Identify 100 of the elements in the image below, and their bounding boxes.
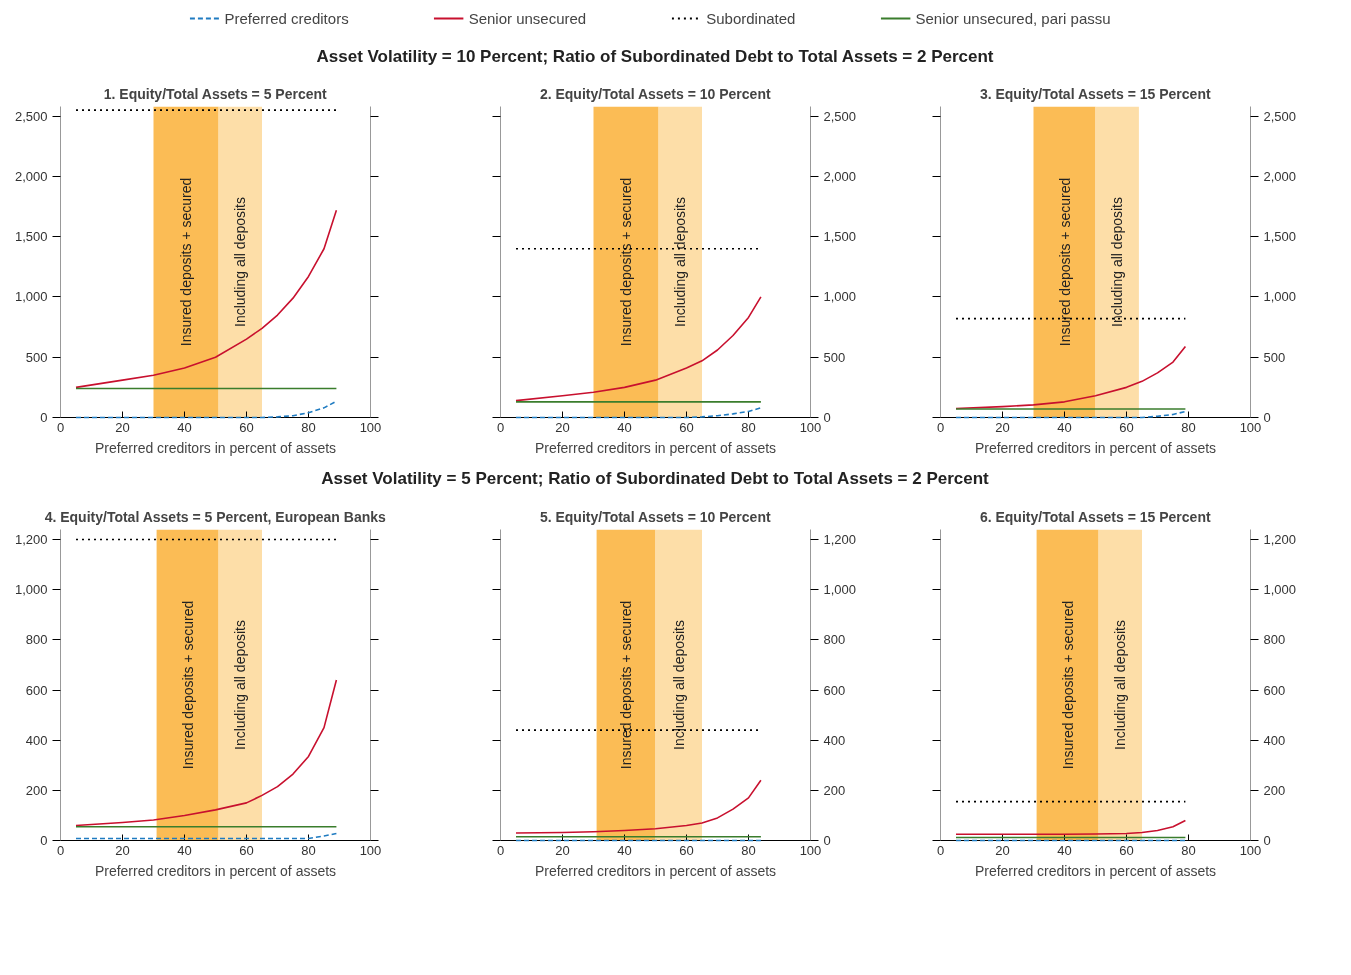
x-tick-label: 60 xyxy=(239,419,254,435)
line-series xyxy=(955,410,1187,419)
y2-tick-label: 1,000 xyxy=(1263,581,1297,597)
x-tick-label: 60 xyxy=(679,842,694,858)
x-tick-label: 80 xyxy=(741,419,756,435)
x-tick-label: 40 xyxy=(617,842,632,858)
band-label: Including all deposits xyxy=(1112,619,1129,750)
x-tick-label: 40 xyxy=(1057,419,1072,435)
y-tick-label: 1,000 xyxy=(14,289,48,305)
x-tick-label: 40 xyxy=(177,842,192,858)
line-series xyxy=(955,819,1187,835)
x-tick-label: 20 xyxy=(995,842,1010,858)
y-tick-label: 2,000 xyxy=(14,169,48,185)
y-tick-label: 2,500 xyxy=(14,108,48,124)
chart-title: 1. Equity/Total Assets = 5 Percent xyxy=(103,85,328,102)
y2-tick-label: 500 xyxy=(1263,350,1286,366)
x-tick-label: 100 xyxy=(359,842,382,858)
legend-label: Preferred creditors xyxy=(224,9,349,27)
y2-tick-label: 0 xyxy=(823,832,831,848)
line-series xyxy=(515,407,762,419)
band-label: Including all deposits xyxy=(672,197,689,328)
x-tick-label: 40 xyxy=(177,419,192,435)
x-tick-label: 0 xyxy=(56,842,65,858)
legend-label: Subordinated xyxy=(706,9,796,27)
x-tick-label: 100 xyxy=(799,842,822,858)
y2-tick-label: 0 xyxy=(1263,832,1271,848)
line-series xyxy=(515,779,762,834)
y2-tick-label: 200 xyxy=(823,782,846,798)
chart-title: 2. Equity/Total Assets = 10 Percent xyxy=(539,85,771,102)
x-tick-label: 80 xyxy=(1181,419,1196,435)
y2-tick-label: 2,500 xyxy=(1263,108,1297,124)
band-label: Including all deposits xyxy=(1109,197,1126,328)
y-tick-label: 500 xyxy=(25,350,48,366)
x-tick-label: 20 xyxy=(555,419,570,435)
y2-tick-label: 1,200 xyxy=(1263,531,1297,547)
x-tick-label: 40 xyxy=(617,419,632,435)
y2-tick-label: 2,000 xyxy=(823,169,857,185)
y2-tick-label: 600 xyxy=(1263,682,1286,698)
y-tick-label: 0 xyxy=(40,832,48,848)
chart-title: 6. Equity/Total Assets = 15 Percent xyxy=(979,508,1211,525)
y2-tick-label: 1,500 xyxy=(1263,229,1297,245)
y-tick-label: 1,000 xyxy=(14,581,48,597)
x-tick-label: 80 xyxy=(301,842,316,858)
x-tick-label: 0 xyxy=(936,842,945,858)
band-label: Insured deposits + secured xyxy=(618,178,635,347)
x-axis-title: Preferred creditors in percent of assets xyxy=(974,439,1217,456)
y2-tick-label: 600 xyxy=(823,682,846,698)
x-tick-label: 40 xyxy=(1057,842,1072,858)
x-tick-label: 0 xyxy=(496,419,505,435)
x-tick-label: 100 xyxy=(359,419,382,435)
x-tick-label: 80 xyxy=(1181,842,1196,858)
y2-tick-label: 400 xyxy=(1263,732,1286,748)
y2-tick-label: 1,000 xyxy=(1263,289,1297,305)
y2-tick-label: 1,000 xyxy=(823,581,857,597)
chart-title: 3. Equity/Total Assets = 15 Percent xyxy=(979,85,1211,102)
x-tick-label: 100 xyxy=(1239,842,1262,858)
band-label: Insured deposits + secured xyxy=(178,178,195,347)
y2-tick-label: 2,000 xyxy=(1263,169,1297,185)
y-tick-label: 600 xyxy=(25,682,48,698)
y2-tick-label: 200 xyxy=(1263,782,1286,798)
x-tick-label: 0 xyxy=(936,419,945,435)
x-tick-label: 100 xyxy=(799,419,822,435)
legend-label: Senior unsecured xyxy=(468,9,587,27)
x-axis-title: Preferred creditors in percent of assets xyxy=(534,439,777,456)
y-tick-label: 800 xyxy=(25,631,48,647)
y-tick-label: 1,500 xyxy=(14,229,48,245)
band-label: Including all deposits xyxy=(232,197,249,328)
y2-tick-label: 800 xyxy=(1263,631,1286,647)
x-tick-label: 20 xyxy=(555,842,570,858)
line-series xyxy=(75,400,338,419)
x-tick-label: 100 xyxy=(1239,419,1262,435)
chart-title: 4. Equity/Total Assets = 5 Percent, European Banks xyxy=(44,508,387,525)
x-tick-label: 60 xyxy=(1119,419,1134,435)
x-tick-label: 20 xyxy=(995,419,1010,435)
y2-tick-label: 800 xyxy=(823,631,846,647)
y2-tick-label: 1,200 xyxy=(823,531,857,547)
x-tick-label: 20 xyxy=(115,419,130,435)
y2-tick-label: 1,500 xyxy=(823,229,857,245)
y-tick-label: 1,200 xyxy=(14,531,48,547)
chart-title: 5. Equity/Total Assets = 10 Percent xyxy=(539,508,771,525)
text: Asset Volatility = 10 Percent; Ratio of Subordinated Debt to Total Assets = 2 Percent xyxy=(316,46,994,68)
y-tick-label: 200 xyxy=(25,782,48,798)
band-label: Insured deposits + secured xyxy=(179,600,196,769)
x-axis-title: Preferred creditors in percent of assets xyxy=(974,862,1217,879)
x-tick-label: 0 xyxy=(56,419,65,435)
band-label: Insured deposits + secured xyxy=(618,600,635,769)
y2-tick-label: 500 xyxy=(823,350,846,366)
y-tick-label: 400 xyxy=(25,732,48,748)
band-label: Including all deposits xyxy=(670,619,687,750)
x-axis-title: Preferred creditors in percent of assets xyxy=(94,862,337,879)
x-tick-label: 60 xyxy=(1119,842,1134,858)
y2-tick-label: 1,000 xyxy=(823,289,857,305)
x-tick-label: 20 xyxy=(115,842,130,858)
x-tick-label: 0 xyxy=(496,842,505,858)
band-label: Insured deposits + secured xyxy=(1059,600,1076,769)
band-label: Including all deposits xyxy=(232,619,249,750)
x-axis-title: Preferred creditors in percent of assets xyxy=(534,862,777,879)
x-tick-label: 80 xyxy=(301,419,316,435)
y2-tick-label: 400 xyxy=(823,732,846,748)
x-axis-title: Preferred creditors in percent of assets xyxy=(94,439,337,456)
